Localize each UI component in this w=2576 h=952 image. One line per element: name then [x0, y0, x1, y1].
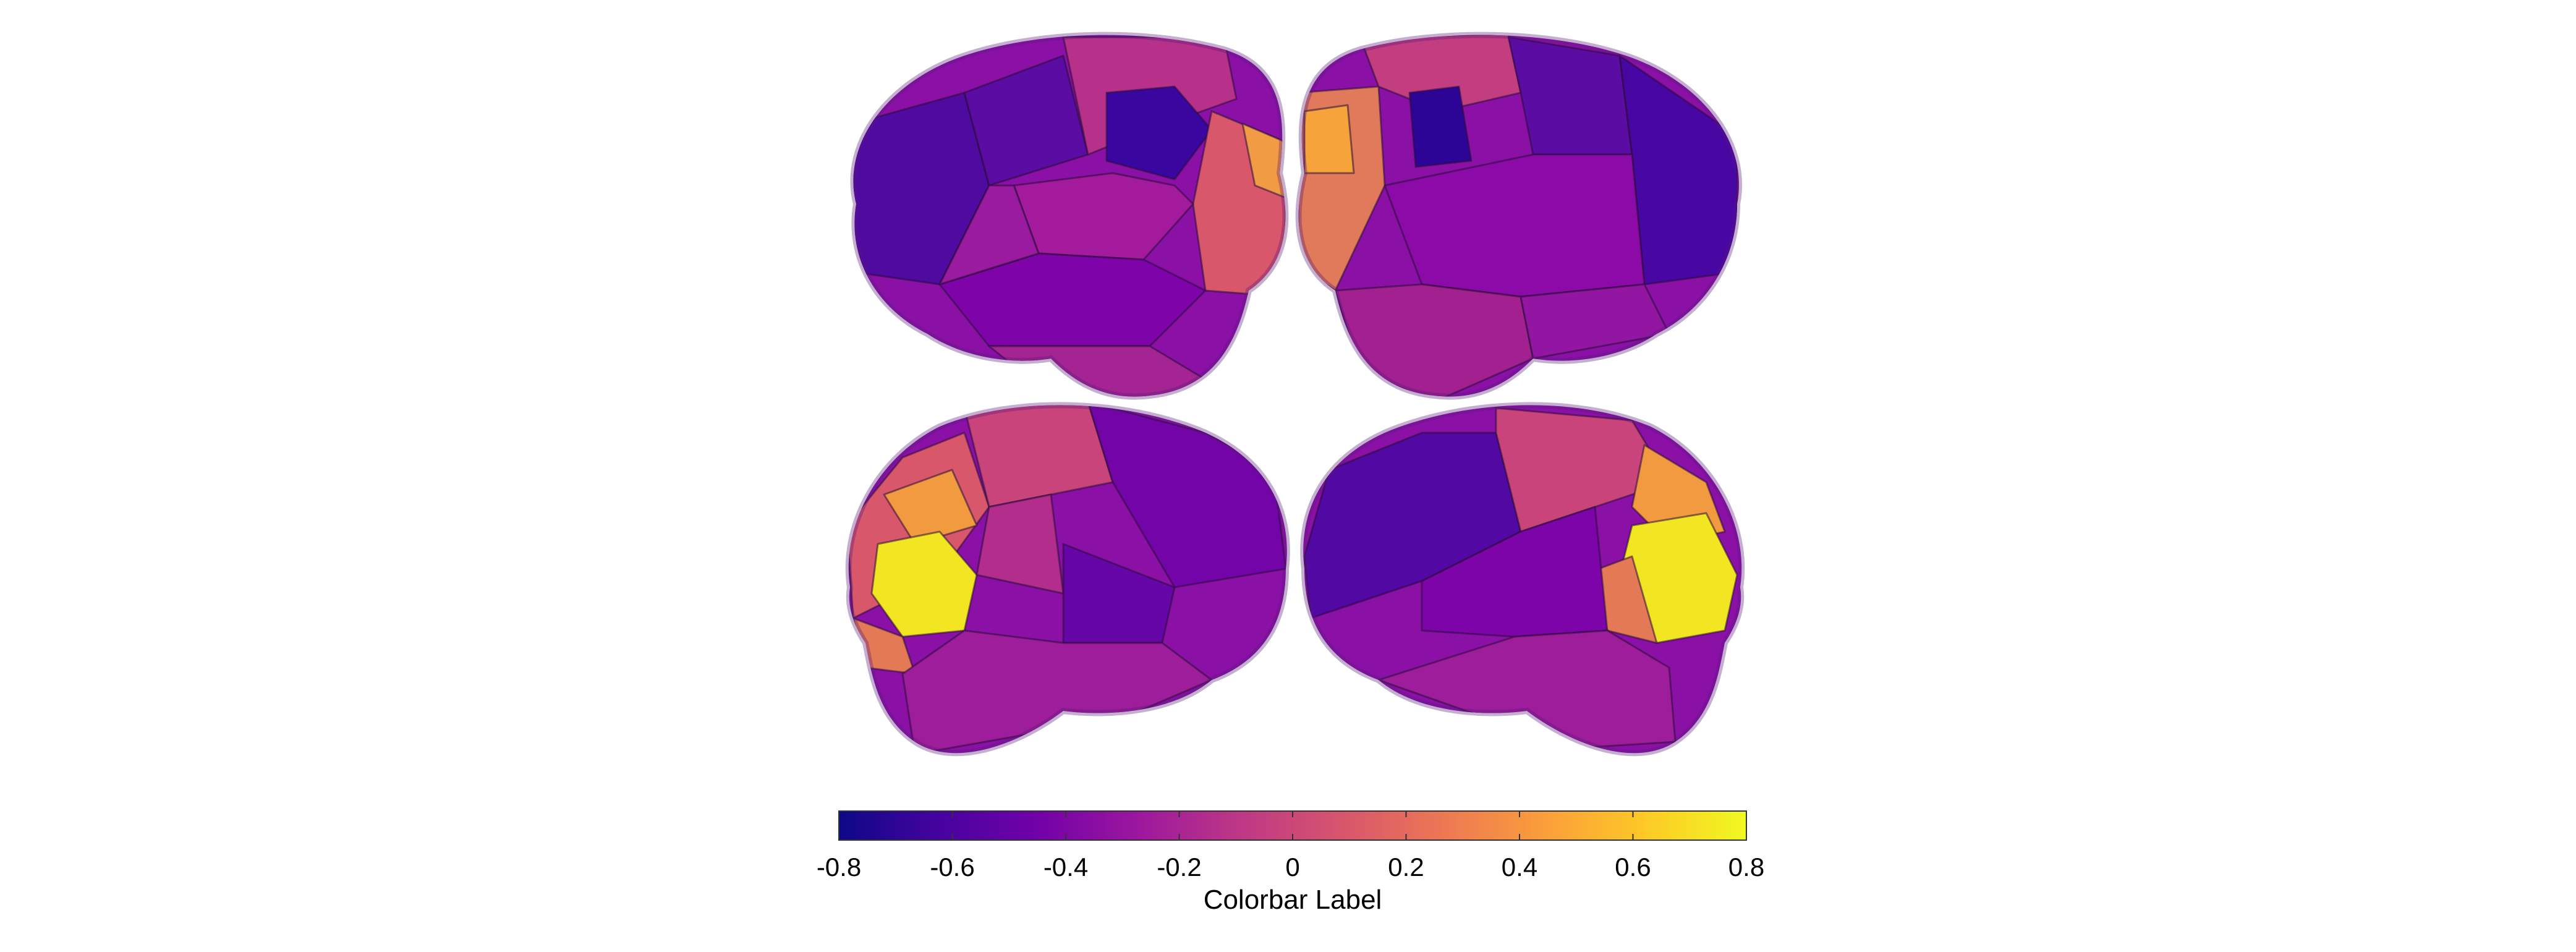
colorbar-tick-label: 0.4	[1502, 852, 1537, 882]
colorbar-tick-label: -0.6	[930, 852, 974, 882]
colorbar-tick-label: -0.8	[817, 852, 861, 882]
colorbar-tick-label: 0.2	[1388, 852, 1424, 882]
colorbar-ticks: -0.8 -0.6 -0.4 -0.2 0 0.2 0.4 0.6 0.8	[817, 811, 1764, 882]
colorbar-tick-label: 0.8	[1728, 852, 1764, 882]
brain-view-left-medial	[845, 402, 1290, 757]
colorbar-tick-label: 0.6	[1615, 852, 1651, 882]
brain-view-right-lateral	[1295, 32, 1743, 400]
colorbar-label: Colorbar Label	[1204, 885, 1382, 915]
colorbar: -0.8 -0.6 -0.4 -0.2 0 0.2 0.4 0.6 0.8 Colorbar L…	[817, 810, 1764, 915]
colorbar-tick-label: 0	[1285, 852, 1299, 882]
brain-view-left-lateral	[850, 32, 1289, 400]
colorbar-tick-label: -0.4	[1044, 852, 1088, 882]
colorbar-tick-label: -0.2	[1157, 852, 1201, 882]
brain-view-right-medial	[1300, 402, 1745, 757]
